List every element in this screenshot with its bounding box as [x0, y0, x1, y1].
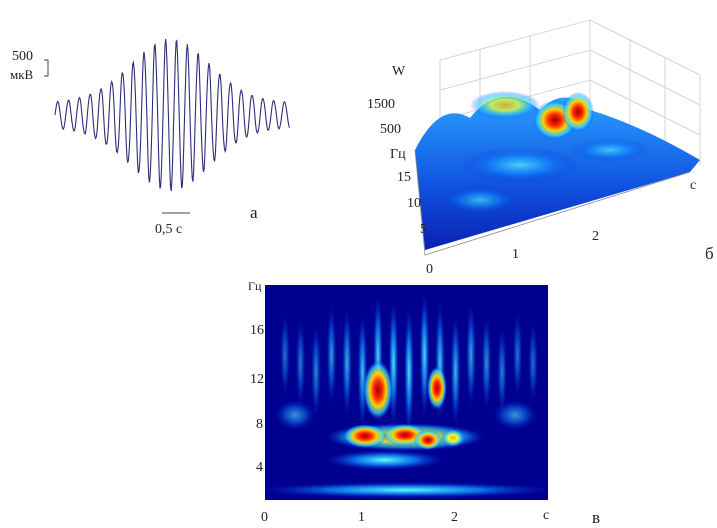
stripe: [404, 306, 414, 436]
blob: [441, 429, 465, 447]
scale-value: 500: [12, 49, 33, 64]
blob: [493, 400, 537, 430]
scale-unit: мкВ: [10, 67, 34, 82]
stripe: [311, 324, 321, 419]
time-scale: 0,5 с: [155, 222, 182, 237]
stripe: [280, 312, 290, 397]
stripe: [389, 299, 399, 428]
y-tick: 0: [426, 262, 433, 277]
y-tick: 5: [420, 222, 427, 237]
x-tick: 1: [512, 247, 519, 262]
x-tick: 2: [451, 510, 458, 525]
blob: [414, 430, 442, 450]
y-label: Гц: [390, 147, 406, 162]
y-tick: 4: [256, 460, 263, 475]
y-tick: 12: [250, 372, 264, 387]
y-tick: 10: [407, 196, 421, 211]
surface-peak: [470, 91, 540, 119]
spectrogram: [256, 285, 556, 500]
x-tick: 1: [358, 510, 365, 525]
stripe: [451, 314, 461, 428]
blob: [256, 482, 556, 498]
panel-c: Гц 16 12 8 4 0 1 2 с в: [248, 279, 600, 527]
panel-a: 500 мкВ 0,5 с а: [10, 39, 290, 237]
surface-ridge: [570, 138, 650, 162]
blob: [363, 360, 393, 420]
panel-label: в: [592, 508, 600, 527]
figure: 500 мкВ 0,5 с а W 1500 500 Гц 15 10 5 0 …: [0, 0, 717, 528]
x-tick: 0: [261, 510, 268, 525]
x-tick: 2: [592, 229, 599, 244]
surface-peak: [562, 92, 594, 132]
panel-label: б: [705, 244, 714, 263]
panel-b: W 1500 500 Гц 15 10 5 0 1 2 с б: [367, 20, 714, 277]
blob: [325, 450, 445, 470]
y-tick: 16: [250, 323, 264, 338]
x-label: с: [543, 508, 549, 523]
blob: [343, 424, 387, 448]
stripe: [342, 308, 352, 418]
y-tick: 15: [397, 170, 411, 185]
y-label: Гц: [248, 279, 262, 293]
stripe: [513, 312, 523, 399]
z-tick: 500: [380, 122, 401, 137]
stripe: [482, 314, 492, 412]
stripe: [327, 304, 337, 405]
surface-ridge: [440, 186, 520, 214]
y-tick: 8: [256, 417, 263, 432]
surface-ridge: [460, 147, 580, 183]
stripe: [466, 302, 476, 407]
z-label: W: [392, 64, 406, 79]
amplitude-bar: [44, 60, 48, 76]
stripe: [358, 312, 368, 430]
stripe: [420, 291, 430, 418]
x-label: с: [690, 178, 696, 193]
stripe: [528, 321, 538, 405]
blob: [275, 400, 315, 430]
eeg-trace: [55, 39, 290, 191]
stripe: [296, 318, 306, 407]
panel-label: а: [250, 203, 258, 222]
blob: [427, 366, 447, 410]
z-tick: 1500: [367, 97, 395, 112]
